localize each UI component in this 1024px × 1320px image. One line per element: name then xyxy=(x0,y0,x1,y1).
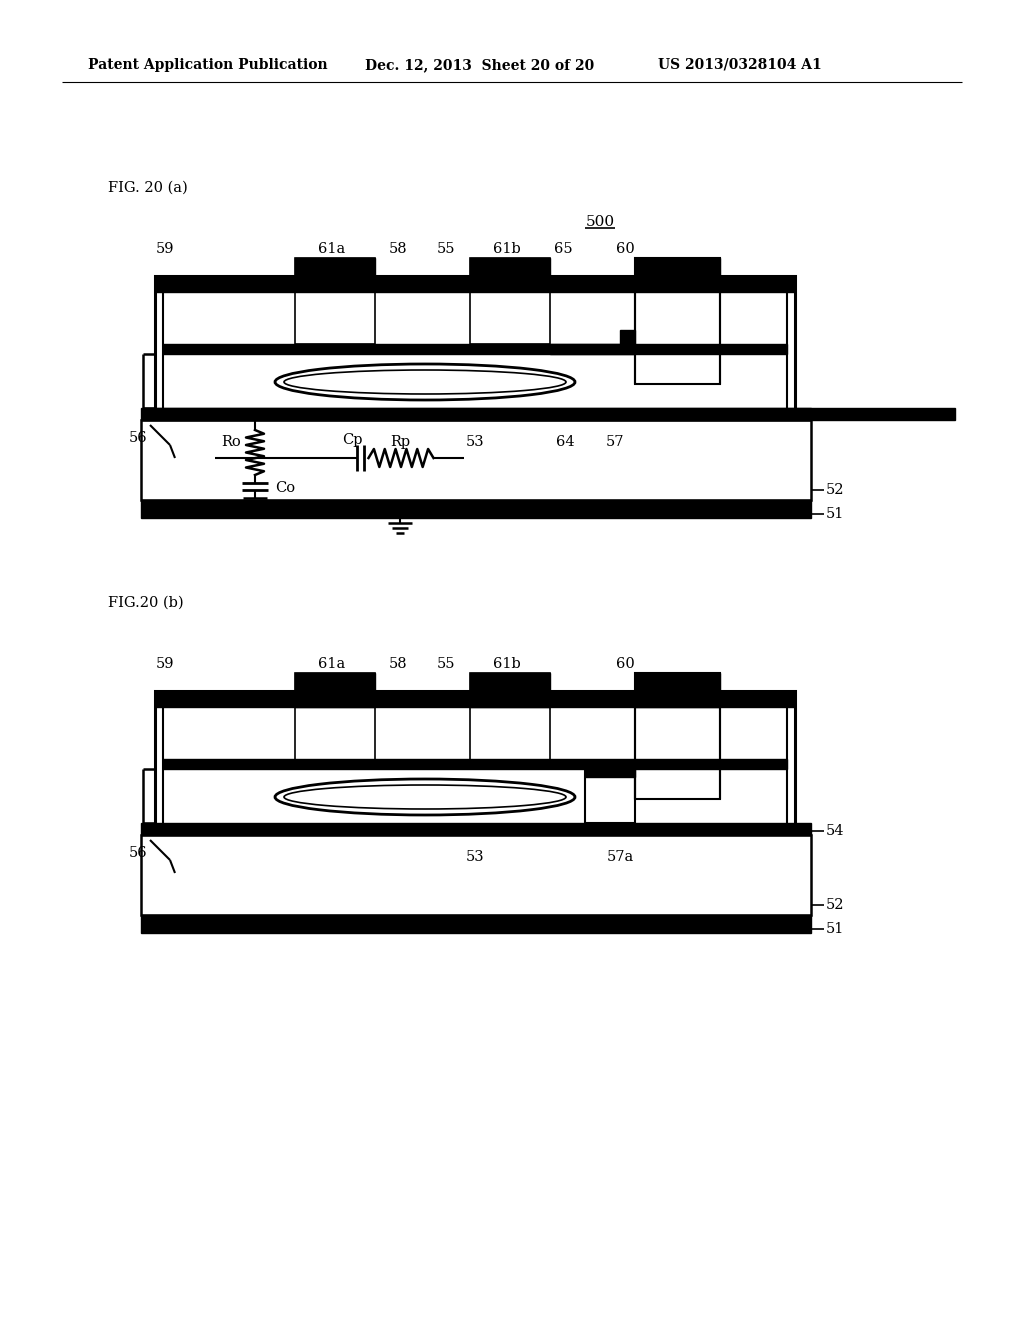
Text: FIG.20 (b): FIG.20 (b) xyxy=(108,597,183,610)
Bar xyxy=(470,673,550,708)
Bar xyxy=(143,408,955,420)
Ellipse shape xyxy=(284,785,566,809)
Text: Ro: Ro xyxy=(221,436,241,449)
Text: 52: 52 xyxy=(826,898,845,912)
Bar xyxy=(470,673,550,770)
Text: Rp: Rp xyxy=(390,436,411,449)
Text: 54: 54 xyxy=(826,824,845,838)
Text: Co: Co xyxy=(275,480,295,495)
Bar xyxy=(585,770,635,777)
Bar xyxy=(295,673,375,770)
Text: 57: 57 xyxy=(606,436,625,449)
Bar xyxy=(295,257,375,276)
Text: 55: 55 xyxy=(437,242,456,256)
Bar xyxy=(585,770,635,822)
Text: 61a: 61a xyxy=(318,657,346,671)
Text: Cp: Cp xyxy=(342,433,362,447)
Text: 53: 53 xyxy=(466,850,484,865)
Bar xyxy=(141,915,811,933)
Text: 55: 55 xyxy=(437,657,456,671)
Text: 57a: 57a xyxy=(606,850,634,865)
Text: 500: 500 xyxy=(586,215,614,228)
Text: 51: 51 xyxy=(826,921,845,936)
Text: 64: 64 xyxy=(556,436,574,449)
Text: 65: 65 xyxy=(554,242,572,256)
Text: Dec. 12, 2013  Sheet 20 of 20: Dec. 12, 2013 Sheet 20 of 20 xyxy=(365,58,594,73)
Bar xyxy=(163,759,787,770)
Text: 54: 54 xyxy=(826,409,845,422)
Text: 58: 58 xyxy=(389,657,408,671)
Bar xyxy=(141,822,811,836)
Bar xyxy=(141,408,811,420)
Bar xyxy=(635,673,720,708)
Bar xyxy=(635,673,720,799)
Text: 52: 52 xyxy=(826,483,845,498)
Text: 53: 53 xyxy=(466,436,484,449)
Text: 61a: 61a xyxy=(318,242,346,256)
Bar xyxy=(141,420,811,500)
Text: 59: 59 xyxy=(156,242,174,256)
Text: 60: 60 xyxy=(615,657,635,671)
Text: 51: 51 xyxy=(826,507,845,521)
Bar xyxy=(141,836,811,915)
Bar xyxy=(470,257,550,345)
Ellipse shape xyxy=(275,364,575,400)
Text: 58: 58 xyxy=(389,242,408,256)
Text: US 2013/0328104 A1: US 2013/0328104 A1 xyxy=(658,58,821,73)
Bar xyxy=(155,690,795,708)
Bar xyxy=(155,690,795,836)
Bar xyxy=(295,257,375,345)
Polygon shape xyxy=(550,330,635,354)
Bar xyxy=(155,276,795,420)
Text: Patent Application Publication: Patent Application Publication xyxy=(88,58,328,73)
Text: FIG. 20 (a): FIG. 20 (a) xyxy=(108,181,187,195)
Ellipse shape xyxy=(284,370,566,393)
Bar xyxy=(635,257,720,276)
Text: 56: 56 xyxy=(129,432,147,445)
Text: 56: 56 xyxy=(129,846,147,861)
Text: 59: 59 xyxy=(156,657,174,671)
Text: 60: 60 xyxy=(615,242,635,256)
Ellipse shape xyxy=(275,779,575,814)
Text: 61b: 61b xyxy=(494,242,521,256)
Bar xyxy=(155,276,795,292)
Bar xyxy=(163,345,787,354)
Bar xyxy=(470,257,550,276)
Bar xyxy=(635,257,720,384)
Bar xyxy=(295,673,375,708)
Bar xyxy=(141,500,811,517)
Text: 61b: 61b xyxy=(494,657,521,671)
